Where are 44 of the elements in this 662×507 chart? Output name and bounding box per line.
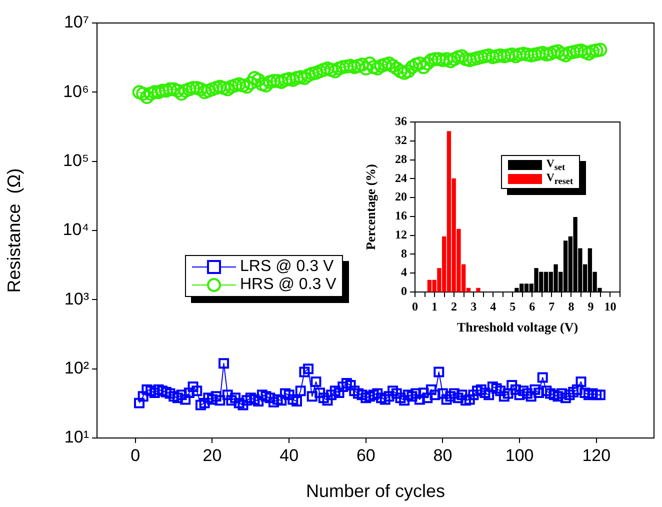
y-tick-label: 28 [395,152,407,166]
x-tick-label: 7 [548,299,555,314]
legend-label: HRS @ 0.3 V [240,276,336,294]
y-tick-label: 16 [395,208,407,223]
legend-label: V$_{reset}$ [546,172,573,186]
y-axis-title: Resistance (Ω) [4,168,24,293]
y-axis-title: Percentage (%) [363,164,378,250]
x-tick-label: 0 [412,299,418,314]
x-tick-label: 100 [505,446,534,465]
y-tick-label: 10¹ [64,428,90,447]
x-axis-title: Threshold voltage (V) [456,320,578,335]
y-tick-label: 8 [401,246,407,260]
x-tick-label: 10 [604,299,616,314]
y-tick-label: 32 [395,132,407,147]
x-tick-label: 4 [490,299,496,314]
y-tick-label: 12 [395,227,407,242]
x-tick-label: 9 [588,299,594,314]
x-tick-label: 120 [582,446,611,465]
x-tick-label: 80 [433,446,452,465]
y-tick-label: 0 [401,284,407,298]
y-tick-label: 10² [64,358,90,378]
y-tick-label: 10⁶ [63,82,89,101]
x-tick-label: 2 [451,299,458,314]
x-tick-label: 20 [202,446,222,465]
x-tick-label: 3 [470,299,477,314]
y-tick-label: 20 [395,190,407,204]
x-tick-label: 0 [130,446,140,465]
bar [476,288,480,292]
x-tick-label: 60 [356,446,376,465]
legend-label: V$_{set}$ [546,158,566,172]
y-tick-label: 10⁵ [63,151,89,170]
x-tick-label: 1 [432,299,438,314]
x-tick-label: 6 [529,299,536,314]
y-tick-label: 36 [395,114,407,128]
y-tick-label: 24 [395,170,407,185]
legend-label: LRS @ 0.3 V [240,258,334,276]
y-tick-label: 4 [401,265,407,280]
y-tick-label: 10³ [64,289,90,308]
x-tick-label: 8 [568,299,574,314]
x-tick-label: 5 [510,299,516,314]
y-tick-label: 10⁴ [62,220,89,240]
x-axis-title: Number of cycles [306,481,446,502]
x-tick-label: 40 [280,446,299,465]
y-tick-label: 10⁷ [64,12,89,32]
